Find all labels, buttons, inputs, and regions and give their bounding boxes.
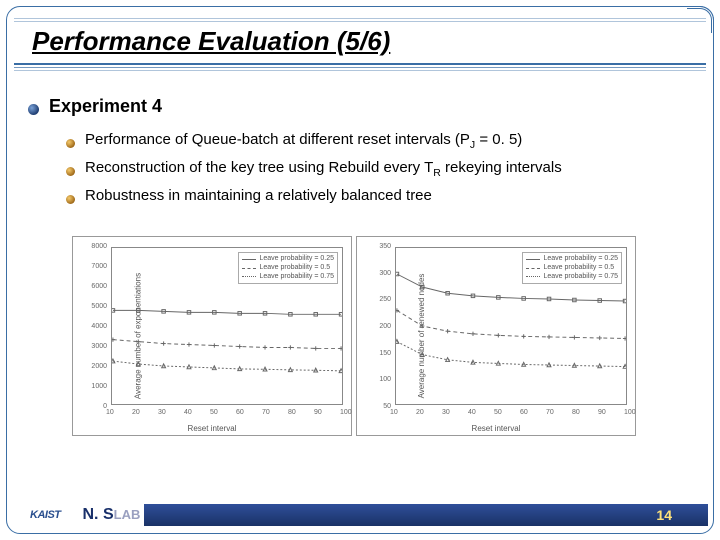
slide-title: Performance Evaluation (5/6) — [14, 22, 706, 63]
y-tick: 2000 — [91, 363, 107, 370]
x-tick: 50 — [210, 409, 218, 416]
kaist-logo: KAIST — [30, 509, 61, 521]
legend-item: Leave probability = 0.25 — [242, 255, 334, 264]
x-tick: 40 — [184, 409, 192, 416]
x-tick: 20 — [132, 409, 140, 416]
legend-item: Leave probability = 0.5 — [242, 264, 334, 273]
y-tick: 1000 — [91, 383, 107, 390]
footer: KAIST N. SLAB 14 — [12, 502, 708, 528]
y-tick: 200 — [379, 323, 391, 330]
x-tick: 10 — [106, 409, 114, 416]
x-axis-label: Reset interval — [472, 424, 521, 433]
x-tick: 70 — [546, 409, 554, 416]
sub-bullet: Performance of Queue-batch at different … — [66, 131, 692, 151]
plot-area: Leave probability = 0.25Leave probabilit… — [395, 247, 627, 405]
y-tick: 150 — [379, 350, 391, 357]
x-tick: 40 — [468, 409, 476, 416]
sub-bullet: Reconstruction of the key tree using Reb… — [66, 159, 692, 179]
y-tick: 5000 — [91, 303, 107, 310]
y-tick: 4000 — [91, 323, 107, 330]
bullet-text: Robustness in maintaining a relatively b… — [85, 187, 432, 204]
x-tick: 30 — [158, 409, 166, 416]
y-tick: 6000 — [91, 283, 107, 290]
content-area: Experiment 4 Performance of Queue-batch … — [28, 96, 692, 212]
x-tick: 80 — [288, 409, 296, 416]
title-band: Performance Evaluation (5/6) — [14, 14, 706, 74]
sub-bullet: Robustness in maintaining a relatively b… — [66, 187, 692, 204]
x-axis-label: Reset interval — [188, 424, 237, 433]
x-tick: 80 — [572, 409, 580, 416]
plot-area: Leave probability = 0.25Leave probabilit… — [111, 247, 343, 405]
y-tick: 100 — [379, 376, 391, 383]
legend-item: Leave probability = 0.75 — [526, 273, 618, 282]
bullet-icon — [66, 195, 75, 204]
y-tick: 3000 — [91, 343, 107, 350]
y-tick: 300 — [379, 270, 391, 277]
bullet-icon — [66, 139, 75, 148]
bullet-icon — [28, 104, 39, 115]
bullet-text: Reconstruction of the key tree using Reb… — [85, 159, 562, 179]
x-tick: 60 — [520, 409, 528, 416]
y-tick: 350 — [379, 243, 391, 250]
x-tick: 50 — [494, 409, 502, 416]
legend-item: Leave probability = 0.75 — [242, 273, 334, 282]
chart-right: Average number of renewed nodes Reset in… — [356, 236, 636, 436]
y-tick: 8000 — [91, 243, 107, 250]
x-tick: 100 — [624, 409, 636, 416]
page-number: 14 — [656, 507, 672, 523]
chart-left: Average number of exponentiations Reset … — [72, 236, 352, 436]
nslab-logo: N. SLAB — [83, 506, 141, 524]
chart-row: Average number of exponentiations Reset … — [72, 236, 636, 436]
heading-text: Experiment 4 — [49, 96, 162, 117]
x-tick: 100 — [340, 409, 352, 416]
x-tick: 90 — [314, 409, 322, 416]
footer-bar: 14 — [144, 504, 708, 526]
y-tick: 250 — [379, 296, 391, 303]
legend: Leave probability = 0.25Leave probabilit… — [238, 252, 338, 284]
x-tick: 90 — [598, 409, 606, 416]
x-tick: 20 — [416, 409, 424, 416]
x-tick: 10 — [390, 409, 398, 416]
x-tick: 30 — [442, 409, 450, 416]
legend-item: Leave probability = 0.5 — [526, 264, 618, 273]
bullet-icon — [66, 167, 75, 176]
x-tick: 60 — [236, 409, 244, 416]
x-tick: 70 — [262, 409, 270, 416]
y-tick: 7000 — [91, 263, 107, 270]
legend-item: Leave probability = 0.25 — [526, 255, 618, 264]
legend: Leave probability = 0.25Leave probabilit… — [522, 252, 622, 284]
heading-bullet: Experiment 4 — [28, 96, 692, 117]
bullet-text: Performance of Queue-batch at different … — [85, 131, 522, 151]
